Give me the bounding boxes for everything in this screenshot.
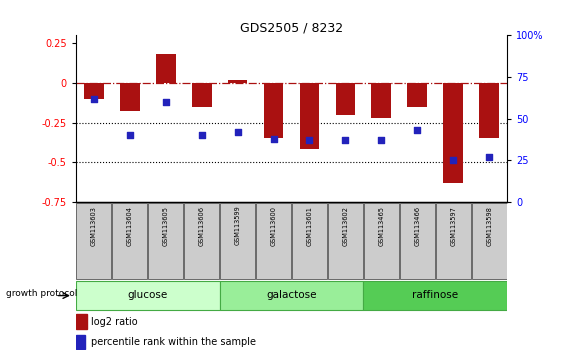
Bar [444, 83, 463, 183]
Text: GSM113598: GSM113598 [486, 206, 492, 246]
Bar [479, 83, 499, 138]
FancyBboxPatch shape [220, 281, 363, 310]
Text: percentile rank within the sample: percentile rank within the sample [91, 337, 256, 347]
Text: GSM113600: GSM113600 [271, 206, 276, 246]
Point [269, 136, 278, 141]
FancyBboxPatch shape [472, 202, 507, 279]
Bar [120, 83, 139, 112]
Point [233, 129, 242, 135]
Text: GSM113603: GSM113603 [91, 206, 97, 246]
Bar [300, 83, 319, 149]
Bar [84, 83, 104, 99]
FancyBboxPatch shape [292, 202, 327, 279]
Point [448, 158, 458, 163]
Bar [76, 314, 86, 329]
Point [89, 96, 99, 102]
Bar [336, 83, 355, 115]
Text: GSM113601: GSM113601 [307, 206, 312, 246]
Point [125, 132, 134, 138]
Point [305, 137, 314, 143]
Text: log2 ratio: log2 ratio [91, 316, 138, 327]
FancyBboxPatch shape [400, 202, 435, 279]
Bar [371, 83, 391, 118]
Text: GSM113465: GSM113465 [378, 206, 384, 246]
Text: GSM113606: GSM113606 [199, 206, 205, 246]
FancyBboxPatch shape [76, 202, 111, 279]
Text: GSM113605: GSM113605 [163, 206, 168, 246]
Point [340, 137, 350, 143]
Text: GSM113466: GSM113466 [415, 206, 420, 246]
Text: GSM113604: GSM113604 [127, 206, 133, 246]
Bar [408, 83, 427, 107]
FancyBboxPatch shape [436, 202, 471, 279]
Bar [76, 335, 85, 348]
Bar [264, 83, 283, 138]
Title: GDS2505 / 8232: GDS2505 / 8232 [240, 21, 343, 34]
Point [161, 99, 170, 105]
Text: GSM113597: GSM113597 [450, 206, 456, 246]
Text: growth protocol: growth protocol [6, 289, 77, 298]
Bar [228, 80, 247, 83]
FancyBboxPatch shape [328, 202, 363, 279]
FancyBboxPatch shape [76, 281, 220, 310]
FancyBboxPatch shape [256, 202, 291, 279]
Point [197, 132, 206, 138]
Text: GSM113602: GSM113602 [342, 206, 349, 246]
FancyBboxPatch shape [112, 202, 147, 279]
FancyBboxPatch shape [363, 281, 507, 310]
FancyBboxPatch shape [220, 202, 255, 279]
Text: glucose: glucose [128, 290, 168, 300]
FancyBboxPatch shape [148, 202, 183, 279]
FancyBboxPatch shape [364, 202, 399, 279]
Bar [192, 83, 212, 107]
Text: raffinose: raffinose [412, 290, 458, 300]
FancyBboxPatch shape [184, 202, 219, 279]
Text: GSM113599: GSM113599 [234, 206, 241, 245]
Point [484, 154, 494, 160]
Text: galactose: galactose [266, 290, 317, 300]
Point [413, 127, 422, 133]
Point [377, 137, 386, 143]
Bar [156, 55, 175, 83]
